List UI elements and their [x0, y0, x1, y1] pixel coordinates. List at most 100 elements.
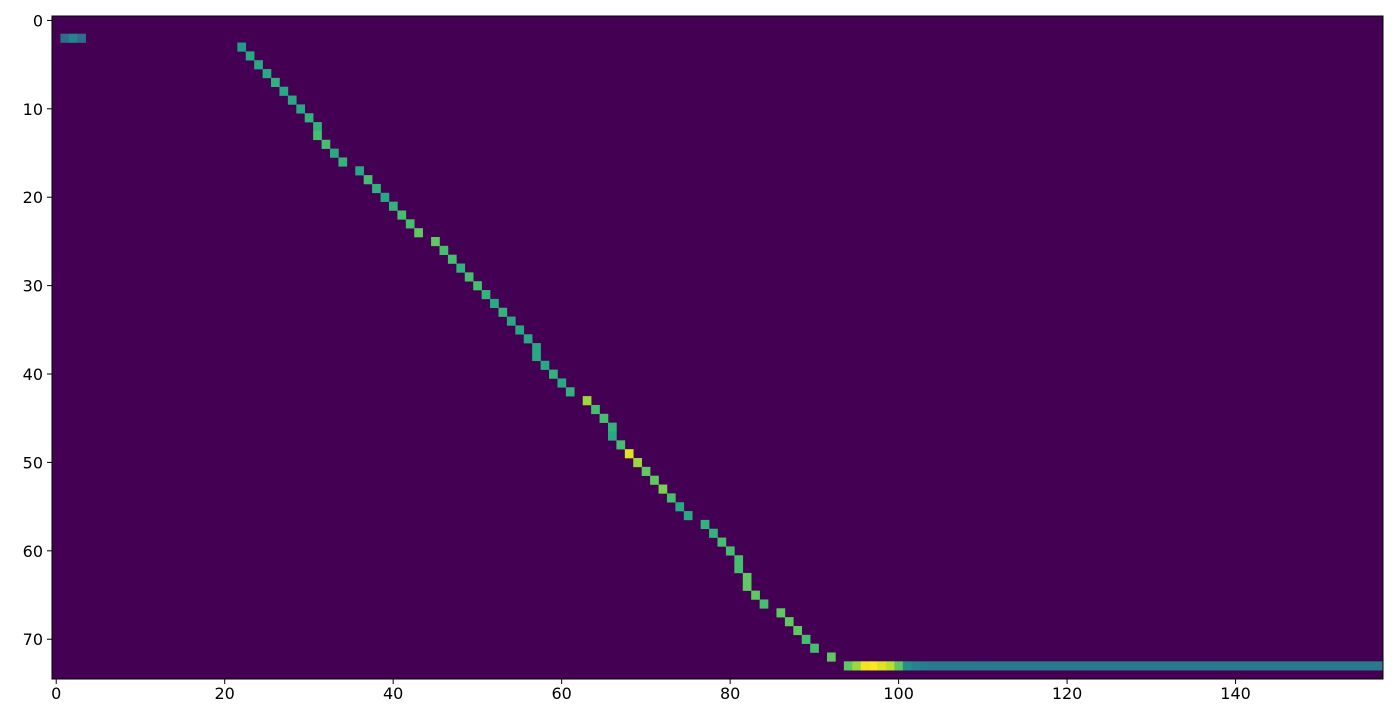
heatmap-cell — [1113, 661, 1123, 671]
heatmap-cell — [1062, 661, 1072, 671]
heatmap-cell — [1029, 661, 1038, 671]
heatmap-cell — [911, 661, 920, 671]
heatmap-cell — [919, 661, 929, 671]
heatmap-cell — [751, 590, 760, 600]
heatmap-cell — [734, 564, 744, 574]
heatmap-cell — [810, 643, 819, 653]
heatmap-cell — [321, 139, 331, 149]
heatmap-cell — [1088, 661, 1097, 671]
heatmap-cell — [1324, 661, 1333, 671]
heatmap-cell — [869, 661, 878, 671]
heatmap-cell — [1239, 661, 1249, 671]
heatmap-cell — [296, 104, 306, 114]
heatmap-cell — [1298, 661, 1308, 671]
heatmap-cell — [666, 493, 676, 503]
heatmap-cell — [936, 661, 946, 671]
heatmap-cell — [540, 360, 550, 370]
heatmap-cell — [363, 175, 373, 185]
heatmap-cell — [776, 608, 786, 618]
heatmap-cell — [650, 475, 659, 485]
heatmap-cell — [1163, 661, 1173, 671]
heatmap-cell — [953, 661, 963, 671]
y-tick-label: 40 — [23, 365, 43, 384]
heatmap-cell — [1138, 661, 1148, 671]
heatmap-cell — [616, 440, 626, 450]
heatmap-cell — [860, 661, 870, 671]
heatmap-cell — [1172, 661, 1182, 671]
y-tick-label: 50 — [23, 453, 43, 472]
heatmap-cell — [464, 272, 474, 282]
heatmap-cell — [717, 537, 727, 547]
heatmap-cell — [447, 254, 457, 264]
heatmap-cell — [515, 325, 525, 335]
heatmap-cell — [683, 511, 693, 521]
heatmap-cell — [1130, 661, 1140, 671]
heatmap-cell — [1180, 661, 1190, 671]
heatmap-cell — [742, 581, 752, 591]
heatmap-cell — [557, 378, 567, 388]
heatmap-cell — [1281, 661, 1291, 671]
heatmap-cells — [60, 33, 1384, 671]
heatmap-cell — [675, 502, 685, 512]
heatmap-cell — [599, 413, 609, 423]
heatmap-cell — [607, 422, 617, 432]
heatmap-cell — [355, 166, 364, 176]
y-tick-label: 30 — [23, 277, 43, 296]
x-tick-label: 20 — [215, 684, 235, 703]
heatmap-cell — [709, 528, 718, 538]
heatmap-cell — [1020, 661, 1030, 671]
heatmap-cell — [1340, 661, 1350, 671]
heatmap-cell — [439, 245, 449, 255]
heatmap-cell — [1315, 661, 1325, 671]
heatmap-cell — [549, 369, 558, 379]
axes-frame — [51, 15, 1384, 680]
heatmap-cell — [304, 113, 314, 123]
heatmap-cell — [1071, 661, 1081, 671]
heatmap-cell — [885, 661, 895, 671]
heatmap-cell — [1054, 661, 1064, 671]
heatmap-cell — [1012, 661, 1022, 671]
heatmap-cell — [1332, 661, 1342, 671]
x-tick-label: 60 — [551, 684, 571, 703]
y-tick-label: 60 — [23, 542, 43, 561]
heatmap-cell — [431, 237, 440, 247]
heatmap-cell — [1222, 661, 1232, 671]
heatmap-cell — [1105, 661, 1114, 671]
heatmap-cell — [388, 201, 398, 211]
heatmap-cell — [1079, 661, 1089, 671]
heatmap-cell — [456, 263, 466, 273]
heatmap-cell — [1147, 661, 1156, 671]
heatmap-cell — [313, 130, 322, 141]
y-tick-label: 0 — [33, 11, 43, 30]
heatmap-cell — [1206, 661, 1215, 671]
heatmap-cell — [1037, 661, 1047, 671]
heatmap-cell — [271, 77, 280, 88]
heatmap-cell — [978, 661, 988, 671]
x-tick-label: 0 — [51, 684, 61, 703]
heatmap-cell — [1121, 661, 1131, 671]
heatmap-cell — [490, 298, 499, 309]
y-tick-label: 20 — [23, 188, 43, 207]
heatmap-cell — [414, 228, 423, 238]
heatmap-cell — [77, 33, 86, 43]
heatmap-cell — [1096, 661, 1106, 671]
heatmap-cell — [944, 661, 954, 671]
heatmap-cell — [532, 351, 541, 362]
heatmap-cell — [801, 634, 811, 644]
heatmap-cell — [1357, 661, 1367, 671]
heatmap-cell — [700, 519, 710, 530]
heatmap-cell — [1189, 661, 1198, 671]
heatmap-cell — [237, 42, 247, 52]
heatmap-cell — [1349, 661, 1359, 671]
heatmap-cell — [380, 192, 390, 202]
y-tick-label: 70 — [23, 630, 43, 649]
heatmap-cell — [287, 95, 297, 105]
heatmap-cell — [658, 484, 668, 494]
heatmap-cell — [759, 599, 769, 609]
heatmap-cell — [987, 661, 996, 671]
heatmap-cell — [481, 290, 491, 300]
heatmap-cell — [532, 343, 541, 353]
heatmap-cell — [279, 86, 289, 96]
heatmap-cell — [607, 431, 617, 441]
